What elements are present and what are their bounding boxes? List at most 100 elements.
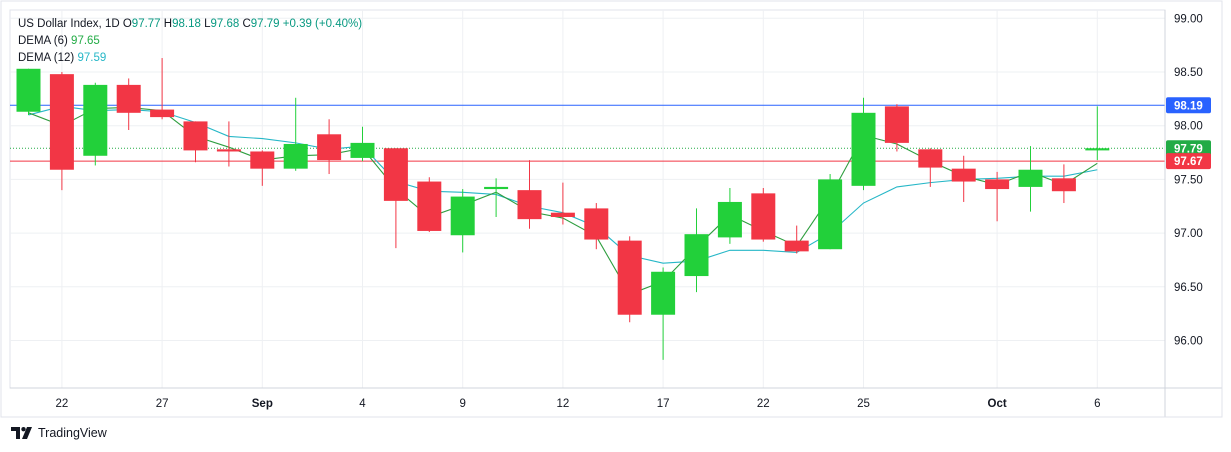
time-tick-label: 22	[757, 398, 770, 410]
candle-up	[1018, 146, 1043, 212]
price-label: 98.19	[1174, 100, 1203, 112]
candle-down	[49, 72, 74, 191]
candle-body	[684, 234, 709, 277]
candle-body	[216, 149, 241, 152]
candle-up	[1085, 106, 1110, 161]
candle-body	[617, 240, 642, 315]
time-tick-label: 27	[156, 398, 169, 410]
price-label: 97.67	[1174, 156, 1203, 168]
candle-up	[283, 97, 308, 171]
candle-body	[784, 240, 809, 252]
candle-body	[383, 148, 408, 201]
candle-body	[350, 142, 375, 158]
price-tick-label: 99.00	[1174, 13, 1203, 25]
symbol-name[interactable]: US Dollar Index	[18, 18, 99, 30]
open-value: 97.77	[131, 18, 161, 30]
candle-up	[651, 267, 676, 360]
candle-body	[16, 68, 41, 112]
candle-down	[250, 150, 275, 186]
candle-body	[183, 121, 208, 151]
chart-border	[0, 0, 1223, 418]
candle-up	[450, 189, 475, 253]
candle-body	[751, 193, 776, 240]
indicator-value: 97.59	[77, 52, 107, 64]
time-tick-label: Oct	[988, 398, 1007, 410]
low-label: L	[204, 18, 211, 30]
close-label: C	[242, 18, 251, 30]
candles-layer	[16, 58, 1110, 360]
price-tick-label: 96.00	[1174, 336, 1203, 348]
candle-body	[49, 74, 74, 170]
candle-up	[83, 82, 108, 166]
price-label-box	[1166, 153, 1211, 170]
tradingview-logo[interactable]: TradingView	[11, 426, 107, 440]
brand-name: TradingView	[38, 426, 107, 440]
candle-down	[751, 187, 776, 242]
candle-up	[684, 208, 709, 293]
indicator-name: DEMA (12)	[18, 52, 75, 64]
indicator-name: DEMA (6)	[18, 35, 68, 47]
candle-body	[83, 84, 108, 156]
change-value: +0.39 (+0.40%)	[282, 18, 363, 30]
time-tick-label: 12	[557, 398, 570, 410]
candle-down	[417, 177, 442, 233]
candle-down	[884, 104, 909, 152]
candle-down	[150, 58, 175, 120]
candle-down	[617, 236, 642, 323]
candle-down	[183, 121, 208, 163]
indicator-value: 97.65	[71, 35, 100, 47]
time-tick-label: 25	[857, 398, 870, 410]
candle-down	[116, 78, 141, 130]
candle-up	[350, 126, 375, 162]
candle-body	[283, 143, 308, 169]
candle-body	[884, 106, 909, 143]
price-tick-label: 98.00	[1174, 121, 1203, 133]
low-value: 97.68	[210, 18, 240, 30]
candle-body	[417, 181, 442, 231]
candle-body	[851, 112, 876, 186]
high-label: H	[163, 18, 173, 30]
indicator-dema-12[interactable]: DEMA (12) 97.59	[18, 50, 362, 67]
candle-up	[818, 174, 843, 250]
interval-label[interactable]: 1D	[104, 18, 120, 30]
high-value: 98.18	[172, 18, 201, 30]
candle-body	[1085, 148, 1110, 151]
candle-up	[717, 187, 742, 244]
candle-up	[851, 97, 876, 191]
candle-body	[150, 109, 175, 118]
candle-down	[951, 155, 976, 202]
plot-area	[9, 9, 1166, 389]
axes-layer: 99.00 98.50 98.00 97.50 97.00 96.50 96.00 22 27 S…	[0, 0, 1223, 418]
candle-body	[450, 196, 475, 236]
indicator-dema-6[interactable]: DEMA (6) 97.65	[18, 33, 362, 50]
candle-body	[116, 84, 141, 113]
price-tick-label: 97.50	[1174, 174, 1203, 186]
price-label-box	[1166, 140, 1211, 157]
chart-legend: US Dollar Index, 1D O97.77 H98.18 L97.68…	[18, 16, 362, 67]
candle-body	[250, 151, 275, 169]
candle-down	[317, 119, 342, 175]
candle-body	[717, 201, 742, 238]
price-tick-label: 98.50	[1174, 67, 1203, 79]
candle-body	[484, 186, 509, 190]
candle-down	[1051, 164, 1076, 204]
candle-body	[985, 179, 1010, 190]
candle-down	[517, 160, 542, 229]
price-tick-label: 96.50	[1174, 282, 1203, 294]
time-tick-label: Sep	[252, 398, 273, 410]
time-tick-label: 6	[1094, 398, 1100, 410]
candle-up	[16, 68, 41, 115]
candle-down	[784, 225, 809, 254]
price-label: 97.79	[1174, 143, 1203, 155]
candle-up	[484, 178, 509, 217]
open-label: O	[122, 18, 132, 30]
candle-body	[550, 212, 575, 217]
candle-down	[383, 148, 408, 249]
tradingview-logo-icon	[11, 427, 32, 439]
time-tick-label: 4	[359, 398, 366, 410]
time-tick-label: 22	[56, 398, 69, 410]
candle-down	[985, 171, 1010, 222]
price-label-box	[1166, 97, 1211, 114]
close-value: 97.79	[250, 18, 280, 30]
